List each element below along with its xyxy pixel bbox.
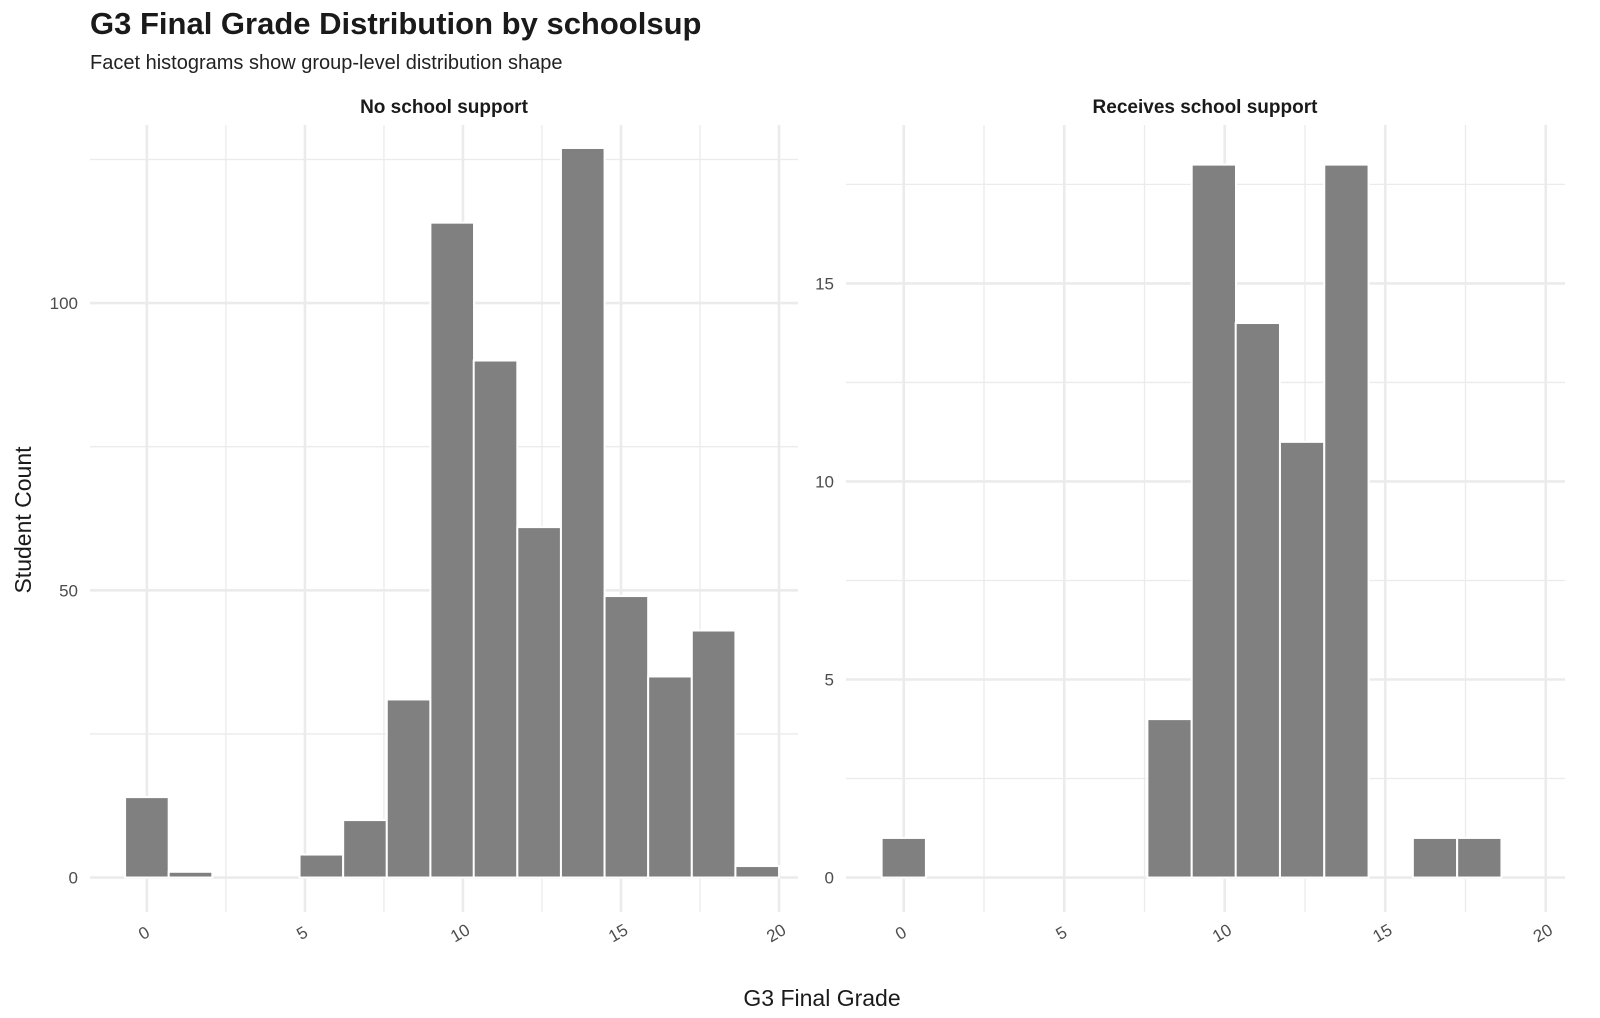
histogram-bar bbox=[124, 796, 170, 879]
histogram-bar bbox=[1456, 836, 1503, 879]
facet-panel-no-support: No school support 0 50 100 0 5 10 15 20 bbox=[50, 97, 798, 946]
y-tick-label: 5 bbox=[825, 671, 834, 690]
facet-panel-receives-support: Receives school support 0 5 10 15 0 5 10 15 20 bbox=[815, 97, 1565, 946]
chart-subtitle: Facet histograms show group-level distri… bbox=[90, 52, 563, 74]
y-tick-label: 15 bbox=[815, 274, 834, 293]
facet-strip-label: Receives school support bbox=[1093, 97, 1319, 118]
x-axis-title: G3 Final Grade bbox=[743, 985, 900, 1011]
x-tick-label: 0 bbox=[892, 923, 910, 944]
histogram-bar bbox=[690, 629, 737, 879]
histogram-bar bbox=[167, 870, 214, 879]
histogram-bar bbox=[647, 675, 693, 879]
x-tick-label: 15 bbox=[605, 920, 631, 946]
y-tick-label: 0 bbox=[69, 869, 78, 888]
histogram-bar bbox=[1146, 718, 1193, 879]
y-tick-label: 100 bbox=[50, 294, 78, 313]
histogram-bar bbox=[559, 146, 606, 879]
histogram-bar bbox=[603, 595, 650, 879]
x-tick-label: 10 bbox=[1209, 920, 1235, 946]
histogram-bar bbox=[1411, 836, 1459, 879]
x-tick-label: 20 bbox=[763, 920, 789, 946]
x-tick-label: 5 bbox=[1053, 923, 1071, 944]
histogram-bar bbox=[298, 853, 345, 879]
histogram-bar bbox=[734, 865, 781, 879]
histogram-bar bbox=[342, 819, 388, 879]
histogram-bar bbox=[1234, 322, 1281, 879]
histogram-bar bbox=[429, 221, 476, 879]
x-tick-label: 0 bbox=[135, 923, 153, 944]
x-tick-label: 15 bbox=[1370, 920, 1396, 946]
y-tick-label: 50 bbox=[59, 581, 78, 600]
facet-strip-label: No school support bbox=[360, 97, 529, 118]
chart-title: G3 Final Grade Distribution by schoolsup bbox=[90, 6, 702, 41]
histogram-bar bbox=[1190, 163, 1237, 879]
histogram-bar bbox=[1278, 440, 1326, 879]
histogram-bar bbox=[385, 698, 432, 879]
histogram-bar bbox=[1323, 163, 1370, 879]
x-tick-label: 5 bbox=[293, 923, 311, 944]
y-tick-label: 10 bbox=[815, 472, 834, 491]
histogram-bar bbox=[516, 526, 562, 879]
y-tick-label: 0 bbox=[825, 869, 834, 888]
x-tick-label: 10 bbox=[447, 920, 473, 946]
histogram-bar bbox=[472, 359, 519, 879]
histogram-bar bbox=[880, 836, 927, 879]
x-tick-label: 20 bbox=[1530, 920, 1556, 946]
y-axis-title: Student Count bbox=[10, 446, 36, 594]
